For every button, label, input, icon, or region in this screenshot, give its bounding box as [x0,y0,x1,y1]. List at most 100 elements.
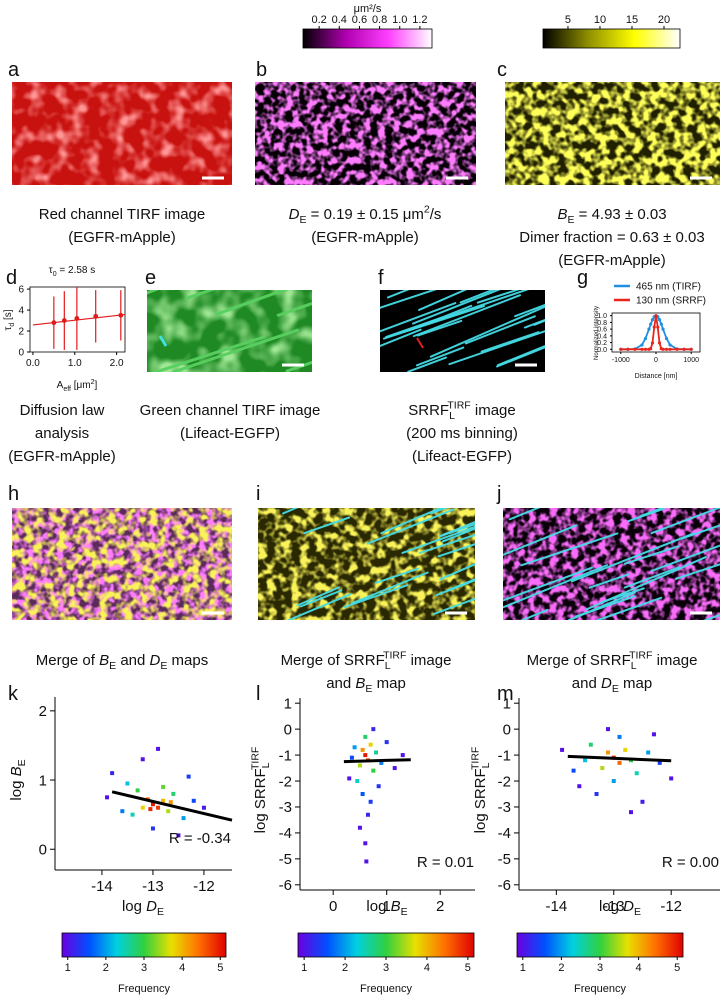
density-point [640,799,645,804]
text-run: and [572,675,601,692]
filament [480,331,540,353]
density-point [384,740,389,745]
text-run: D [289,206,300,223]
text-run: log SRRF [252,768,269,833]
text-run: E [365,683,372,695]
density-point [363,734,368,739]
text-run: = 4.93 ± 0.03 [574,206,666,223]
colorbar [61,932,227,958]
filament [459,290,496,304]
y-tick-label: 0.8 [597,320,607,327]
series-marker [650,318,655,322]
filament [520,608,549,620]
legend-label: 130 nm (SRRF) [636,296,706,307]
x-tick-label: -13 [142,878,164,895]
y-tick-label: -1 [279,747,292,764]
image-panel [505,82,720,185]
filament [418,534,475,554]
filament [574,595,636,618]
caption-line: (EGFR-mApple) [311,229,419,246]
panel-label: b [256,59,267,81]
text-run: E [160,660,167,672]
annotation: R = -0.34 [169,830,231,847]
filament [184,290,216,300]
density-point [349,755,354,760]
density-point [651,732,656,737]
colorbar-tick-label: 0.6 [352,14,367,26]
panel-label: l [256,683,260,705]
image-texture [147,290,312,372]
colorbar-tick-label: 5 [674,962,680,974]
text-run: B [391,898,401,915]
y-axis-label: log SRRFLTIRF [250,747,273,834]
series-marker [661,347,665,351]
filament [299,589,343,608]
text-run: B [355,675,365,692]
filament [508,508,541,521]
text-run: 2 [91,379,95,386]
density-point [360,792,365,796]
y-tick-label: -4 [279,825,292,842]
density-point [594,792,599,796]
density-point [360,747,365,752]
text-run: Merge of SRRF [527,652,631,669]
text-run: eff [63,386,71,393]
text-run: E [634,906,641,918]
colorbar-tick-label: 1 [301,962,307,974]
image-panel [147,290,312,372]
image-panel [255,82,476,185]
x-tick-label: -14 [545,898,567,915]
filament [401,525,475,554]
panel-label: g [577,267,588,289]
y-axis-label: log BE [8,759,28,800]
y-tick-label: 1.0 [597,313,607,320]
filament [520,532,619,567]
text-run: analysis [35,425,89,442]
density-point [168,800,173,805]
density-point [365,812,370,817]
filament [215,290,289,316]
text-run: log SRRF [472,768,489,833]
y-axis-label: τd [s] [3,309,16,330]
filament [439,520,475,537]
density-point [166,809,171,814]
text-run: L [449,410,455,422]
x-axis-label: log DE [599,898,641,918]
series-marker [649,347,653,351]
density-point [363,841,368,846]
fit-line [111,790,233,822]
filament [286,593,352,620]
text-run: /s [430,206,442,223]
colorbar-tick-label: 2 [103,962,109,974]
density-point [606,727,611,732]
caption-line: Merge of SRRFLTIRF image [527,650,698,673]
panel-label: d [6,267,17,289]
colorbar-tick-label: 5 [565,14,571,26]
panel-label: h [8,483,19,505]
x-tick-label: -13 [603,898,625,915]
density-point [363,753,368,758]
text-run: L [385,660,391,672]
caption-line: Green channel TIRF image [140,402,321,419]
series-marker [664,336,669,341]
caption-line: (EGFR-mApple) [558,252,666,269]
series-marker [682,347,686,351]
x-axis-label: Aeff [μm2] [57,379,98,393]
series-marker [640,347,644,351]
text-run: TIRF [470,747,482,770]
x-axis-label: Distance [nm] [635,373,678,380]
image-panel [258,508,475,620]
density-point [669,776,674,781]
text-run: τ [49,265,53,276]
caption-line: analysis [35,425,89,442]
text-run: D [601,675,612,692]
text-run: Merge of SRRF [281,652,385,669]
density-point [105,795,110,800]
caption-line: SRRFLTIRF image [408,400,516,423]
y-tick-label: 0.6 [597,327,607,334]
image-panel [12,82,232,185]
y-tick-label: -1 [498,747,511,764]
density-point [571,768,576,773]
y-tick-label: 1 [284,695,292,712]
text-run: image [652,652,697,669]
